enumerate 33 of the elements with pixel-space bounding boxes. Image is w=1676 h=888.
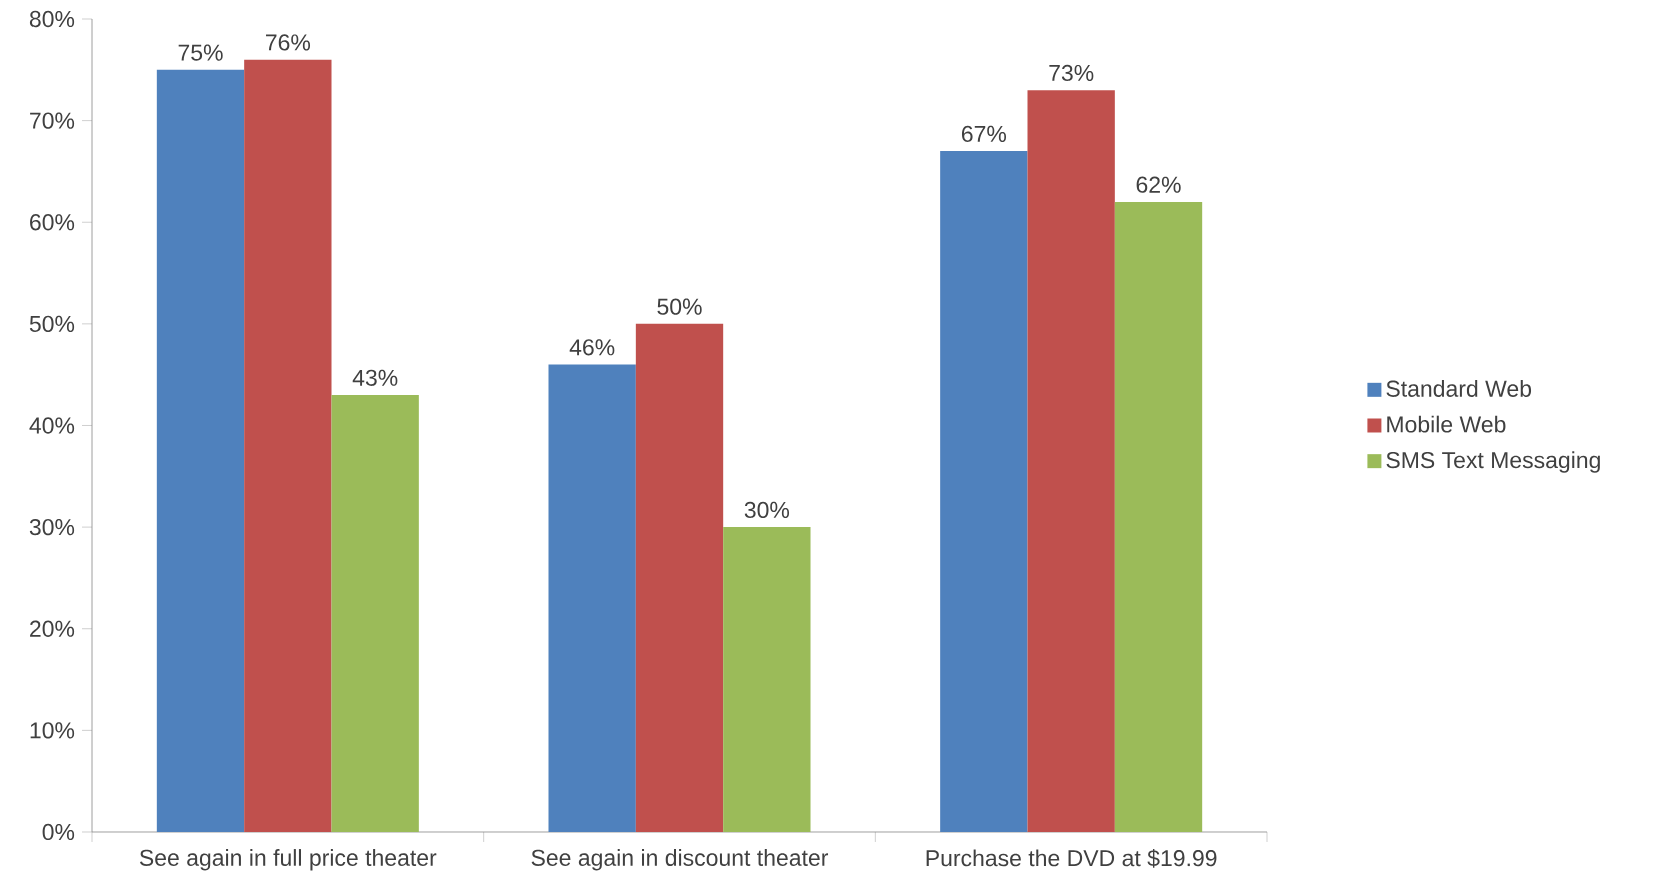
bar xyxy=(1027,90,1115,832)
bar xyxy=(548,364,636,832)
legend-label: Standard Web xyxy=(1386,380,1532,397)
bar xyxy=(1114,201,1203,832)
data-label: 76% xyxy=(266,34,311,51)
data-label: 62% xyxy=(1136,176,1181,193)
bar xyxy=(940,151,1028,832)
bar xyxy=(244,59,332,832)
bar xyxy=(331,395,419,832)
x-tick-label: Purchase the DVD at $19.99 xyxy=(926,849,1217,868)
data-label: 43% xyxy=(352,369,398,386)
bar xyxy=(156,69,245,832)
legend-label: Mobile Web xyxy=(1387,415,1506,433)
y-tick-label: 30% xyxy=(29,518,75,536)
data-label: 30% xyxy=(744,501,790,519)
y-tick-label: 40% xyxy=(29,417,75,434)
bar xyxy=(635,323,724,832)
y-tick-label: 70% xyxy=(30,112,75,129)
y-tick-label: 60% xyxy=(30,214,75,231)
data-label: 67% xyxy=(961,125,1007,143)
data-label: 50% xyxy=(657,298,702,315)
y-tick-label: 0% xyxy=(42,823,75,841)
bar xyxy=(723,527,811,832)
data-label: 73% xyxy=(1049,64,1094,82)
data-label: 46% xyxy=(569,339,615,356)
legend-label: SMS Text Messaging xyxy=(1386,451,1600,473)
y-tick-label: 50% xyxy=(29,315,75,333)
y-tick-label: 20% xyxy=(30,620,75,637)
x-tick-label: See again in full price theater xyxy=(139,849,437,871)
x-tick-label: See again in discount theater xyxy=(531,849,829,871)
y-tick-label: 10% xyxy=(30,722,75,739)
y-tick-label: 80% xyxy=(29,10,75,28)
data-label: 75% xyxy=(178,44,223,61)
